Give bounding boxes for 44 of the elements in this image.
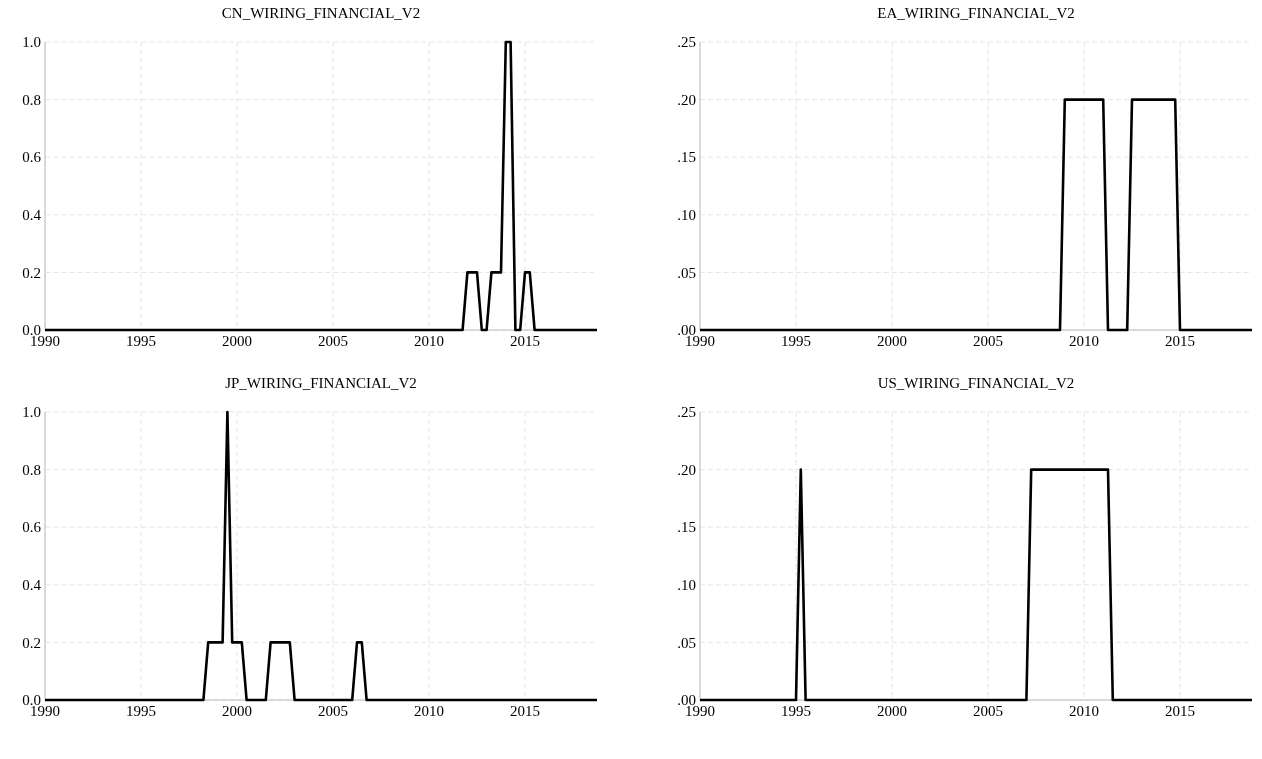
x-tick-label: 2015	[1165, 703, 1195, 719]
chart-title: EA_WIRING_FINANCIAL_V2	[877, 5, 1075, 21]
x-tick-label: 1995	[781, 703, 811, 719]
y-tick-label: .05	[677, 634, 696, 651]
x-tick-label: 2015	[510, 333, 540, 349]
x-tick-label: 2015	[510, 703, 540, 719]
y-tick-label: .15	[677, 519, 696, 536]
y-tick-label: 0.6	[22, 149, 42, 166]
x-tick-label: 2005	[973, 703, 1003, 719]
x-tick-label: 1995	[126, 703, 156, 719]
y-tick-label: 0.8	[22, 91, 41, 108]
x-tick-label: 2015	[1165, 333, 1195, 349]
x-tick-label: 2010	[414, 333, 444, 349]
x-tick-label: 2005	[318, 703, 348, 719]
y-tick-label: 0.4	[22, 577, 42, 594]
x-tick-label: 2005	[973, 333, 1003, 349]
chart-title: CN_WIRING_FINANCIAL_V2	[221, 5, 421, 21]
y-tick-label: 0.4	[22, 207, 42, 224]
y-tick-label: .25	[677, 34, 696, 51]
x-tick-label: 1995	[126, 333, 156, 349]
y-tick-label: .20	[677, 461, 696, 478]
chart-title: US_WIRING_FINANCIAL_V2	[877, 375, 1075, 391]
x-tick-label: 2010	[1069, 703, 1099, 719]
y-tick-label: 0.2	[22, 264, 41, 281]
y-tick-label: .25	[677, 404, 696, 421]
y-tick-label: .05	[677, 264, 696, 281]
y-tick-label: 1.0	[22, 404, 41, 421]
y-tick-label: .20	[677, 91, 696, 108]
y-tick-label: 0.6	[22, 519, 42, 536]
y-tick-label: 0.8	[22, 461, 41, 478]
x-tick-label: 2000	[877, 333, 907, 349]
y-tick-label: 1.0	[22, 34, 41, 51]
y-tick-label: .10	[677, 207, 696, 224]
x-tick-label: 2010	[414, 703, 444, 719]
x-tick-label: 2000	[222, 703, 252, 719]
x-tick-label: 2000	[222, 333, 252, 349]
x-tick-label: 2010	[1069, 333, 1099, 349]
y-tick-label: .15	[677, 149, 696, 166]
y-tick-label: 0.2	[22, 634, 41, 651]
chart-title: JP_WIRING_FINANCIAL_V2	[225, 375, 417, 391]
x-tick-label: 1995	[781, 333, 811, 349]
x-tick-label: 2005	[318, 333, 348, 349]
x-tick-label: 2000	[877, 703, 907, 719]
y-tick-label: .10	[677, 577, 696, 594]
